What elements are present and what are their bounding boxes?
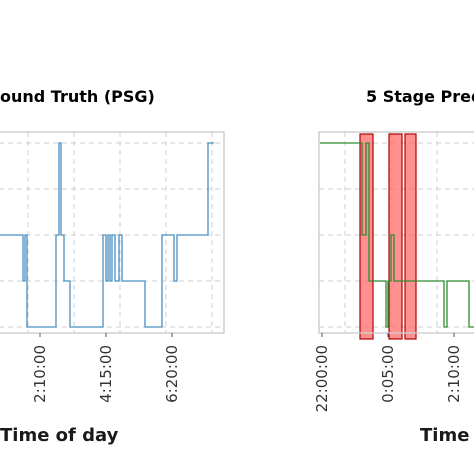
left-series-line [0, 142, 214, 328]
left-x-tick-label: 4:15:00 [97, 345, 115, 403]
right-x-tick-label: 2:10:00 [445, 345, 463, 403]
right-highlight-region [388, 133, 403, 340]
right-x-tick-label: 22:00:00 [313, 345, 331, 412]
left-chart-panel: ound Truth (PSG) 2:10:00 4:15:00 6:20:00 Tim… [0, 87, 225, 446]
left-chart-title: ound Truth (PSG) [0, 87, 155, 106]
right-x-axis-label: Time [420, 425, 469, 446]
right-highlight-region [359, 133, 374, 340]
right-x-tick-label: 0:05:00 [379, 345, 397, 403]
right-highlight-region [404, 133, 417, 340]
left-x-tick-label: 6:20:00 [163, 345, 181, 403]
left-plot-frame [0, 131, 225, 334]
left-x-axis-label: Time of day [0, 425, 119, 446]
right-chart-panel: 5 Stage Pred 22:00:00 0:05:00 2:10:00 Time [313, 87, 474, 446]
right-series-line [320, 142, 474, 328]
right-chart-title: 5 Stage Pred [366, 87, 474, 106]
right-plot-frame [318, 131, 474, 334]
left-x-tick-label: 2:10:00 [31, 345, 49, 403]
